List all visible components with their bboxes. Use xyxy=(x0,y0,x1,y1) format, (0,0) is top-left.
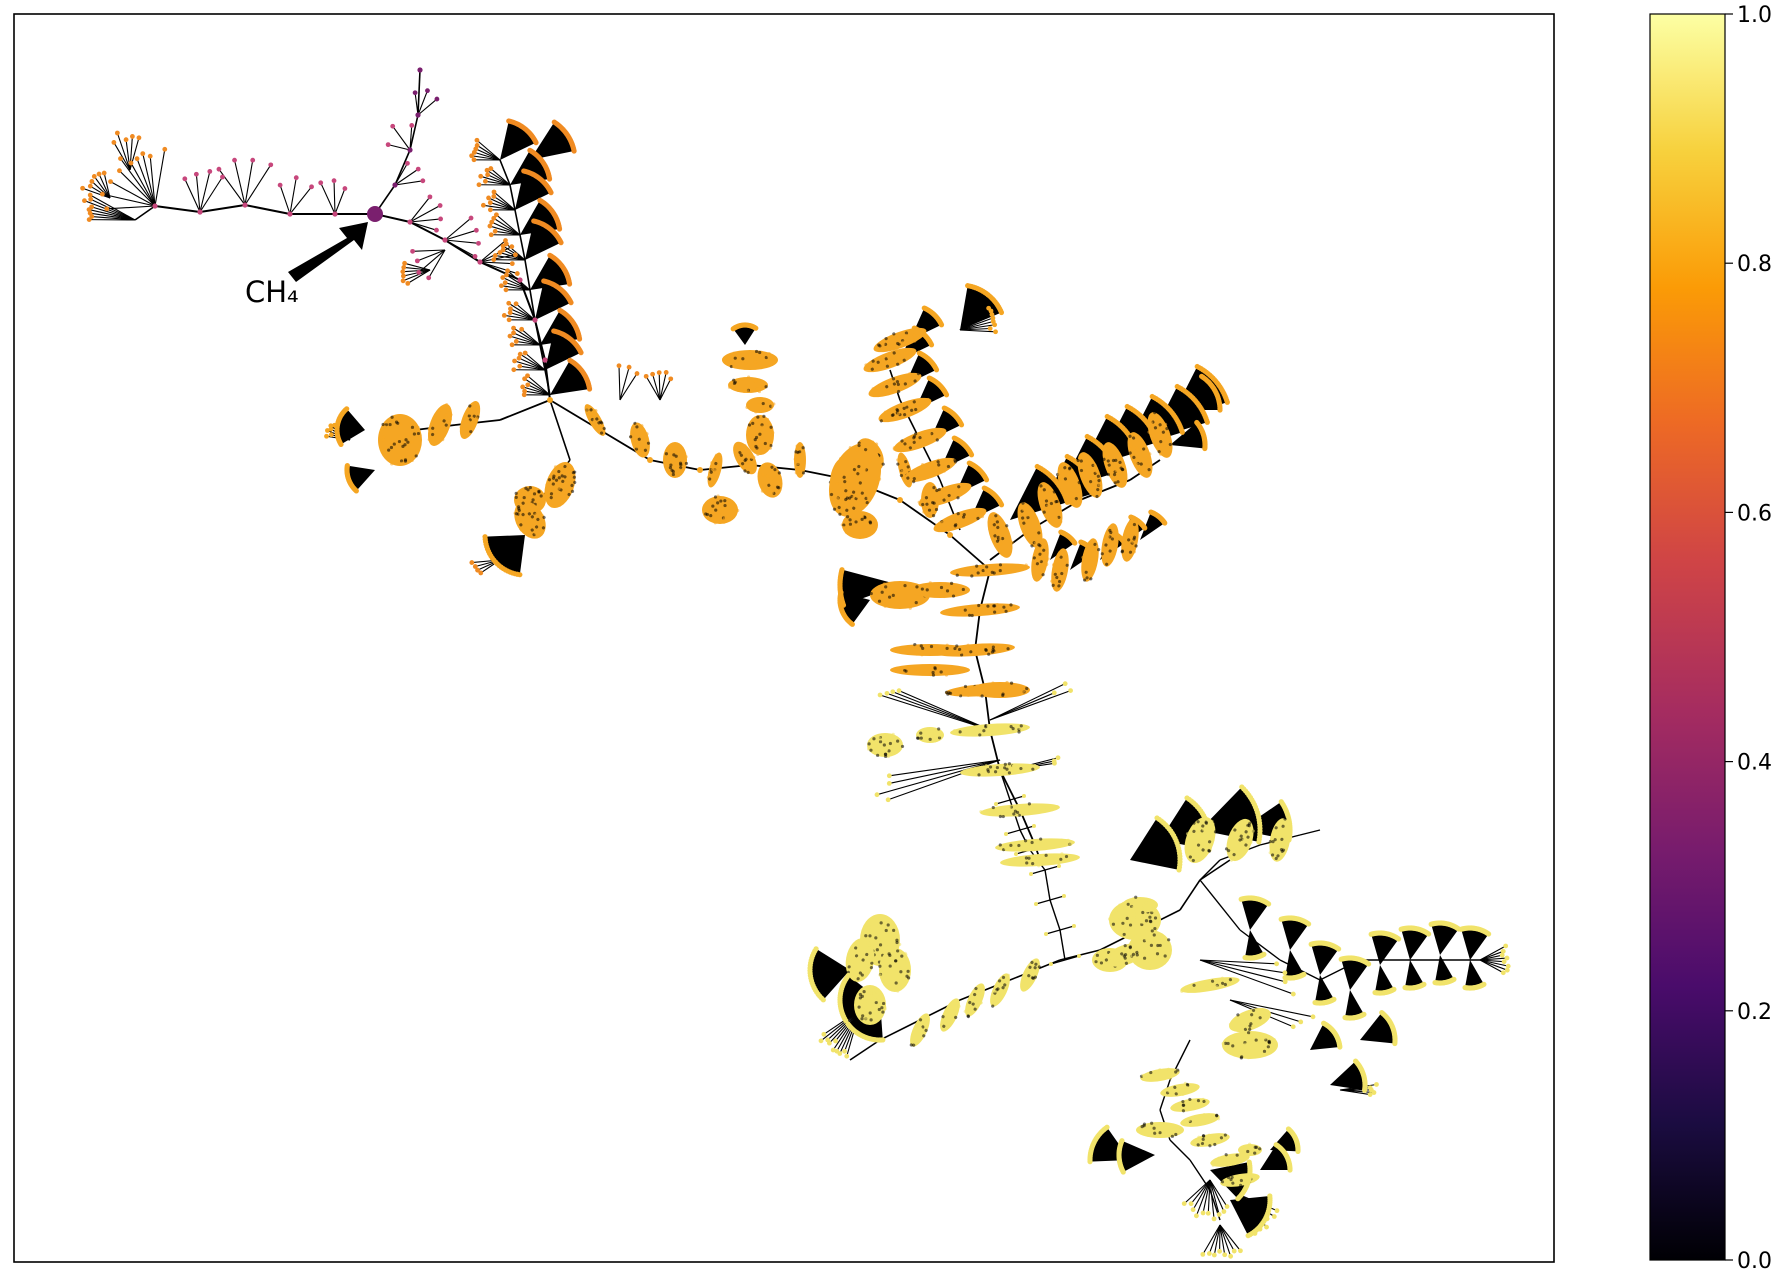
colorbar: 0.0 0.2 0.4 0.6 0.8 1.0 xyxy=(1649,3,1772,1274)
colorbar-tick-label: 0.2 xyxy=(1737,1000,1772,1025)
graph-nodes xyxy=(80,67,1511,1259)
colorbar-tick-label: 0.8 xyxy=(1737,252,1772,277)
ch4-label: CH₄ xyxy=(245,275,299,309)
colorbar-tick-label: 0.0 xyxy=(1737,1249,1772,1274)
ch4-annotation: CH₄ xyxy=(245,222,368,309)
colorbar-tick-label: 0.6 xyxy=(1737,501,1772,526)
colorbar-gradient xyxy=(1649,13,1726,1261)
colorbar-tick-label: 1.0 xyxy=(1737,3,1772,28)
plot-frame xyxy=(13,13,1555,1263)
reaction-network-graph xyxy=(80,67,1511,1259)
colorbar-tick-label: 0.4 xyxy=(1737,751,1772,776)
ch4-arrow xyxy=(288,222,368,282)
